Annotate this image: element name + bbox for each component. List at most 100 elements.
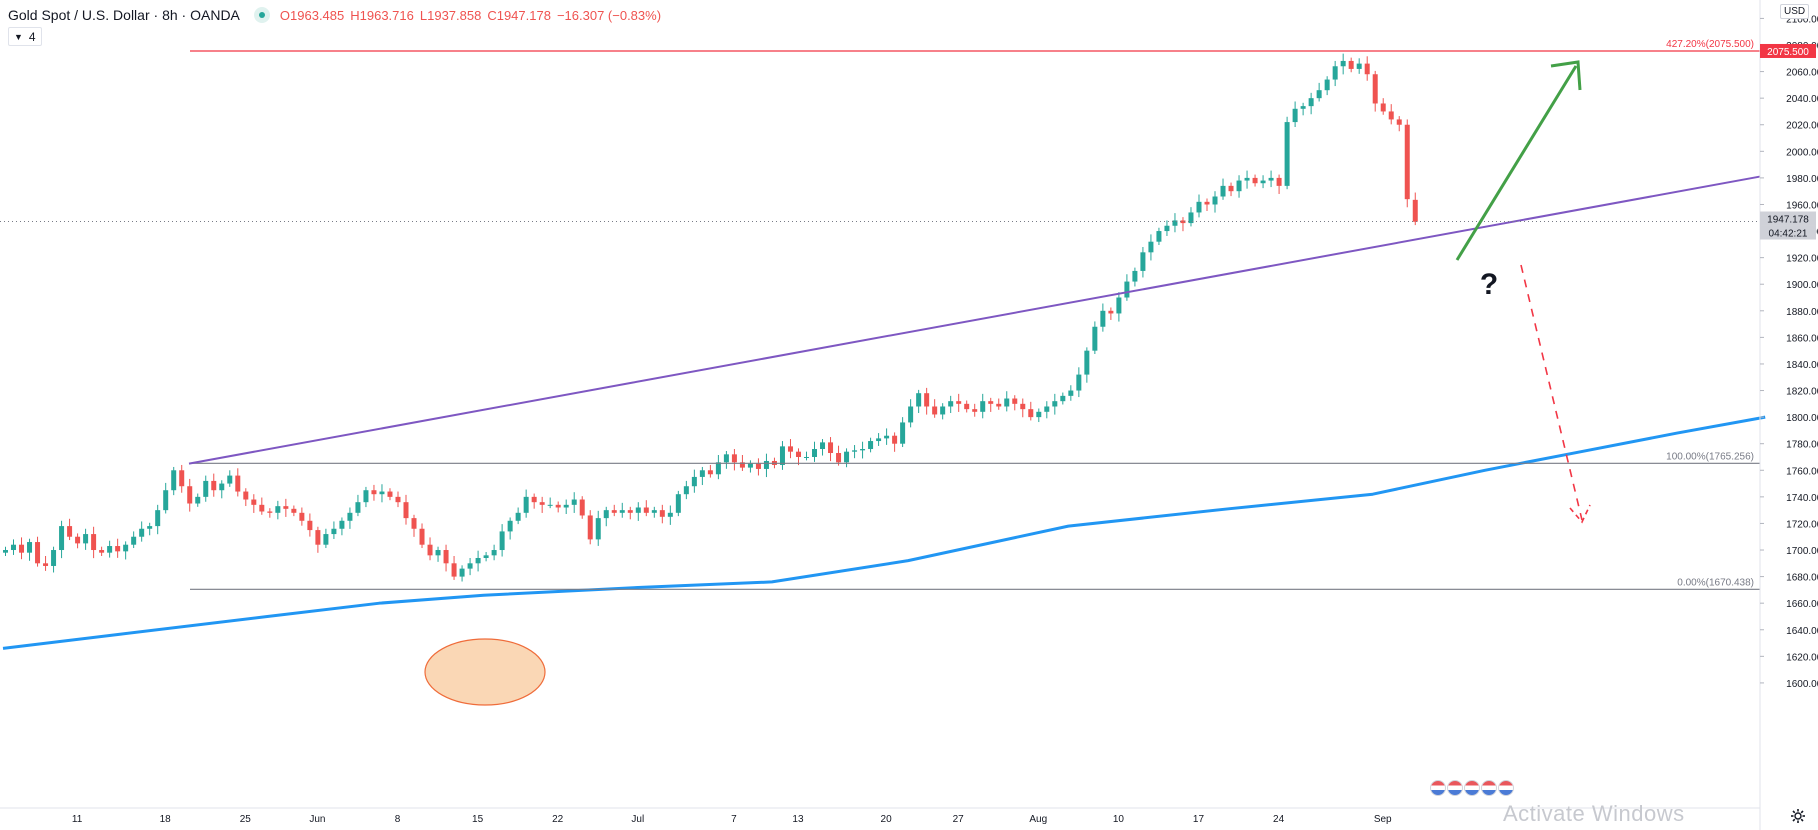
candle[interactable] [251,494,257,513]
last-price-badge[interactable] [1760,211,1816,226]
candle[interactable] [155,504,161,535]
candle[interactable] [852,445,858,459]
candle[interactable] [1372,70,1378,112]
candle[interactable] [779,441,785,470]
candle[interactable] [435,546,441,562]
candle[interactable] [1260,175,1266,189]
candle[interactable] [363,486,369,508]
candle[interactable] [91,526,97,559]
candle[interactable] [1276,174,1282,194]
candles[interactable] [3,53,1418,582]
candle[interactable] [195,493,201,507]
candle[interactable] [1092,321,1098,354]
candle[interactable] [1340,53,1346,75]
candle[interactable] [315,526,321,553]
candle[interactable] [467,557,473,576]
candle[interactable] [619,502,625,518]
us-flag-icon[interactable] [1430,780,1446,796]
candle[interactable] [19,537,25,560]
candle[interactable] [675,490,681,517]
candle[interactable] [1212,191,1218,213]
candle[interactable] [387,488,393,501]
us-flag-icon[interactable] [1464,780,1480,796]
gear-icon[interactable] [1790,808,1806,824]
candle[interactable] [1036,408,1042,423]
candle[interactable] [11,539,17,555]
candle[interactable] [595,510,601,546]
candle[interactable] [723,451,729,469]
us-flag-icon[interactable] [1481,780,1497,796]
candle[interactable] [1132,267,1138,287]
trendline[interactable] [188,175,1761,465]
candle[interactable] [868,437,874,453]
candle[interactable] [419,523,425,549]
candle[interactable] [27,538,33,561]
candle[interactable] [1244,170,1250,189]
candle[interactable] [892,432,898,452]
candle[interactable] [1404,119,1410,208]
candle[interactable] [75,533,81,549]
candle[interactable] [924,387,930,415]
candle[interactable] [587,510,593,545]
candle[interactable] [259,497,265,515]
candle[interactable] [932,399,938,418]
candle[interactable] [1316,82,1322,102]
candle[interactable] [403,494,409,525]
candle[interactable] [1284,116,1290,190]
candle[interactable] [235,468,241,497]
candle[interactable] [1268,170,1274,188]
candle[interactable] [395,491,401,508]
candle[interactable] [523,489,529,518]
candle[interactable] [531,493,537,509]
candle[interactable] [916,389,922,414]
candle[interactable] [1252,174,1258,187]
candle[interactable] [876,433,882,446]
candle[interactable] [731,449,737,471]
candle[interactable] [411,514,417,537]
candle[interactable] [844,448,850,468]
candle[interactable] [828,437,834,462]
candle[interactable] [123,541,129,560]
candle[interactable] [67,518,73,541]
candle[interactable] [379,484,385,503]
candle[interactable] [683,480,689,500]
candle[interactable] [908,399,914,428]
candle[interactable] [1140,247,1146,278]
candle[interactable] [1004,391,1010,412]
candle[interactable] [499,524,505,557]
candle[interactable] [795,448,801,466]
candle[interactable] [571,492,577,513]
market-status-icon[interactable] [253,7,270,23]
candle[interactable] [227,470,233,487]
candle[interactable] [187,478,193,512]
candle[interactable] [51,546,57,573]
candle[interactable] [1300,102,1306,116]
highlight-ellipse[interactable] [424,638,546,706]
candle[interactable] [1148,234,1154,261]
candle[interactable] [884,428,890,445]
us-flag-icon[interactable] [1498,780,1514,796]
candle[interactable] [579,496,585,519]
candle[interactable] [659,504,665,524]
moving-average-line[interactable] [2,415,1766,650]
candle[interactable] [1180,217,1186,232]
candle[interactable] [299,507,305,526]
candle[interactable] [1052,393,1058,415]
candle[interactable] [763,453,769,478]
candle[interactable] [1028,401,1034,421]
candle[interactable] [948,395,954,414]
candle[interactable] [1084,347,1090,383]
candle[interactable] [812,441,818,462]
candle[interactable] [219,480,225,499]
candle[interactable] [427,537,433,561]
bullish-arrow[interactable] [1455,65,1578,261]
candle[interactable] [491,544,497,561]
candle[interactable] [1116,292,1122,322]
candle[interactable] [1364,56,1370,81]
candle[interactable] [35,536,41,567]
candle[interactable] [99,546,105,557]
candle[interactable] [483,552,489,562]
candle[interactable] [1380,98,1386,115]
candle[interactable] [707,464,713,478]
candle[interactable] [643,500,649,517]
